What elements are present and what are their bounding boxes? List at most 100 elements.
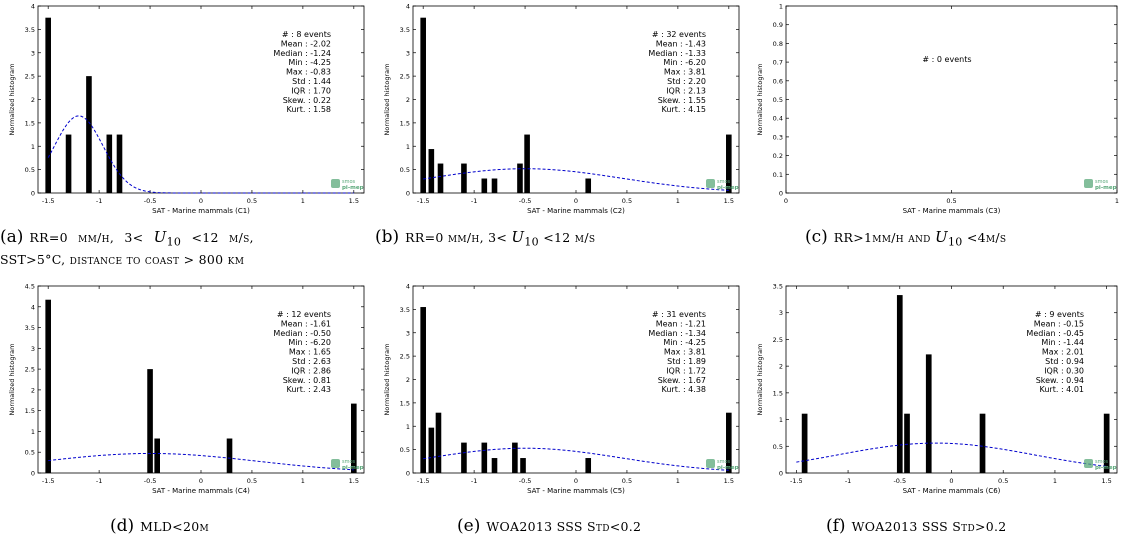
- x-axis-label: SAT - Marine mammals (C1): [152, 207, 250, 215]
- x-tick-label: -0.5: [893, 477, 906, 485]
- stats-line: Kurt. : 1.58: [287, 105, 331, 114]
- y-tick-label: 2: [406, 96, 410, 104]
- y-tick-label: 2.5: [400, 353, 410, 361]
- x-tick-label: 0: [784, 197, 788, 205]
- caption-d-text: MLD<20m: [140, 519, 209, 534]
- histogram-bar: [420, 307, 426, 473]
- x-tick-label: 0.5: [998, 477, 1008, 485]
- x-tick-label: -1: [96, 197, 102, 205]
- y-tick-label: 1.5: [773, 389, 783, 397]
- logo-text-smos: smos: [342, 179, 356, 185]
- x-tick-label: 1: [676, 197, 680, 205]
- x-tick-label: -1.5: [790, 477, 803, 485]
- y-tick-label: 1: [406, 423, 410, 431]
- logo-text-pimep: pi-mep: [717, 465, 739, 471]
- y-axis-label: Normalized histogram: [383, 64, 391, 136]
- stats-line: IQR : 1.70: [291, 86, 331, 95]
- y-tick-label: 0: [779, 470, 783, 478]
- logo-text-pimep: pi-mep: [717, 185, 739, 191]
- y-tick-label: 0.5: [773, 443, 783, 451]
- histogram-bar: [512, 442, 518, 473]
- x-tick-label: 1: [676, 477, 680, 485]
- y-tick-label: 0.7: [773, 59, 783, 67]
- x-axis-label: SAT - Marine mammals (C4): [152, 487, 250, 495]
- histogram-bar: [524, 134, 530, 193]
- histogram-bar: [45, 299, 51, 473]
- caption-c-label: (c): [805, 227, 828, 247]
- histogram-chart-c6: 0 0.5 1 1.5 2 2.5 3 3.5 -1.5 -1 -0.5 0 0.5 1 1.5 SAT - …: [756, 283, 1118, 495]
- caption-f-text: WOA2013 SSS Std>0.2: [851, 519, 1007, 534]
- smos-logo-icon: [706, 179, 715, 188]
- stats-line: Min : -6.20: [663, 58, 706, 67]
- stats-line: Median : -1.33: [648, 49, 706, 58]
- histogram-bar: [801, 413, 808, 473]
- stats-line: # : 0 events: [922, 55, 971, 64]
- x-tick-label: 0: [199, 477, 203, 485]
- y-tick-label: 0.5: [25, 166, 35, 174]
- histogram-bar: [491, 458, 498, 473]
- histogram-panel-c4: 0 0.5 1 1.5 2 2.5 3 3.5 4 4.5 -1.5 -1 -0.5 0 0.5 1 1.5 SA…: [0, 280, 370, 496]
- histogram-bar: [461, 442, 467, 473]
- x-tick-label: 1: [1053, 477, 1057, 485]
- histogram-bar: [481, 442, 488, 473]
- y-tick-label: 3: [406, 329, 410, 337]
- y-tick-label: 0.6: [773, 77, 783, 85]
- histogram-bar: [585, 178, 592, 193]
- caption-e-text: WOA2013 SSS Std<0.2: [486, 519, 642, 534]
- y-tick-label: 0: [406, 470, 410, 478]
- stats-line: Min : -1.44: [1041, 338, 1084, 347]
- y-tick-label: 3: [779, 309, 783, 317]
- histogram-bar: [896, 295, 903, 473]
- logo-text-pimep: pi-mep: [1095, 185, 1117, 191]
- y-tick-label: 0: [779, 190, 783, 198]
- y-tick-label: 0.5: [400, 166, 410, 174]
- y-tick-label: 0: [406, 190, 410, 198]
- x-tick-label: 1.5: [349, 477, 359, 485]
- stats-line: Min : -4.25: [663, 338, 706, 347]
- smos-logo-icon: [706, 459, 715, 468]
- histogram-bar: [979, 413, 986, 473]
- stats-line: Mean : -0.15: [1034, 319, 1084, 328]
- y-tick-label: 4.5: [25, 283, 35, 291]
- y-tick-label: 3.5: [25, 26, 35, 34]
- gaussian-fit-curve: [47, 115, 354, 194]
- stats-line: Skew. : 0.22: [283, 96, 331, 105]
- stats-line: Mean : -1.43: [656, 39, 706, 48]
- y-tick-label: 1.5: [25, 119, 35, 127]
- logo-text-pimep: pi-mep: [342, 185, 364, 191]
- y-tick-label: 1: [31, 143, 35, 151]
- stats-line: Skew. : 0.94: [1036, 376, 1084, 385]
- y-tick-label: 1: [779, 3, 783, 11]
- histogram-bar: [1103, 413, 1110, 473]
- x-tick-label: 0: [199, 197, 203, 205]
- y-tick-label: 3: [31, 49, 35, 57]
- stats-line: # : 12 events: [277, 310, 331, 319]
- x-tick-label: 1: [301, 197, 305, 205]
- stats-line: Median : -1.34: [648, 329, 706, 338]
- histogram-bar: [925, 354, 932, 473]
- caption-f: (f) WOA2013 SSS Std>0.2: [826, 518, 1116, 536]
- y-tick-label: 3: [31, 345, 35, 353]
- stats-line: Std : 1.89: [667, 357, 706, 366]
- logo-text-smos: smos: [1095, 179, 1109, 185]
- histogram-panel-c1: 0 0.5 1 1.5 2 2.5 3 3.5 4 -1.5 -1 -0.5 0 0.5 1 1.5 SAT -…: [0, 0, 370, 216]
- y-tick-label: 0.5: [773, 96, 783, 104]
- y-tick-label: 1.5: [400, 119, 410, 127]
- stats-line: # : 8 events: [282, 30, 331, 39]
- x-tick-label: 1.5: [349, 197, 359, 205]
- stats-line: Kurt. : 4.15: [662, 105, 706, 114]
- y-tick-label: 0.8: [773, 40, 783, 48]
- histogram-bar: [428, 427, 435, 473]
- y-axis-label: Normalized histogram: [756, 344, 764, 416]
- y-axis-label: Normalized histogram: [8, 64, 16, 136]
- x-tick-label: -1: [471, 197, 477, 205]
- smos-logo-icon: [331, 179, 340, 188]
- y-tick-label: 1: [779, 416, 783, 424]
- caption-b-label: (b): [375, 227, 400, 247]
- histogram-bar: [520, 458, 526, 473]
- caption-b-text: RR=0 mm/h, 3< U10 <12 m/s: [405, 228, 596, 249]
- y-axis-label: Normalized histogram: [8, 344, 16, 416]
- histogram-bar: [154, 438, 160, 473]
- histogram-bar: [435, 412, 442, 473]
- x-tick-label: 0.5: [622, 197, 632, 205]
